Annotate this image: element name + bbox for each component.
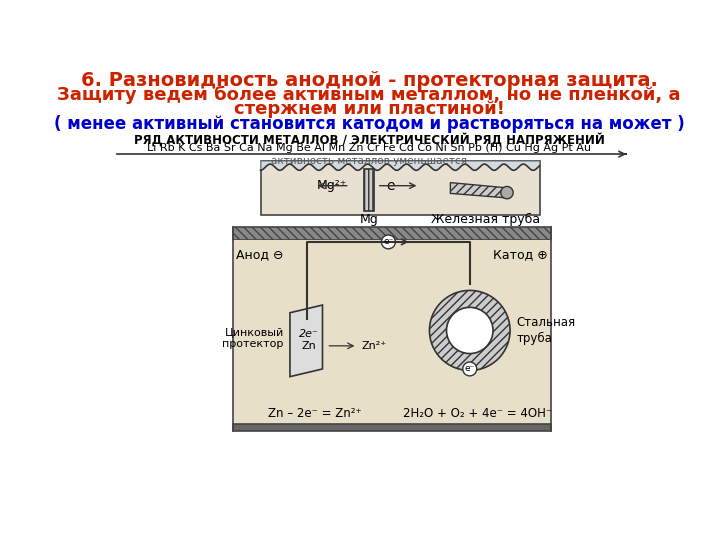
- Text: Катод ⊕: Катод ⊕: [493, 248, 548, 261]
- Text: Zn: Zn: [302, 341, 317, 351]
- Text: Li Rb K Cs Ba Sr Ca Na Mg Be Al Mn Zn Cr Fe Cd Co Ni Sn Pb (H) Cu Hg Ag Pt Au: Li Rb K Cs Ba Sr Ca Na Mg Be Al Mn Zn Cr…: [147, 143, 591, 153]
- Text: Железная труба: Железная труба: [431, 213, 540, 226]
- Circle shape: [429, 291, 510, 370]
- Text: Zn – 2e⁻ = Zn²⁺: Zn – 2e⁻ = Zn²⁺: [268, 407, 361, 420]
- Text: активность металлов уменьшается: активность металлов уменьшается: [271, 156, 467, 166]
- Text: e: e: [387, 179, 395, 193]
- Text: ( менее активный становится катодом и растворяться на может ): ( менее активный становится катодом и ра…: [53, 115, 685, 133]
- Text: 2H₂O + O₂ + 4e⁻ = 4OH⁻: 2H₂O + O₂ + 4e⁻ = 4OH⁻: [403, 407, 552, 420]
- Polygon shape: [451, 183, 508, 198]
- Text: Анод ⊖: Анод ⊖: [236, 248, 284, 261]
- Text: Защиту ведем более активным металлом, но не пленкой, а: Защиту ведем более активным металлом, но…: [58, 85, 680, 104]
- Circle shape: [500, 186, 513, 199]
- Text: Mg: Mg: [359, 213, 379, 226]
- Text: 2e⁻: 2e⁻: [300, 329, 319, 339]
- Text: стержнем или пластиной!: стержнем или пластиной!: [233, 100, 505, 118]
- Polygon shape: [261, 161, 539, 170]
- Bar: [233, 424, 551, 430]
- Polygon shape: [290, 305, 323, 377]
- Text: Цинковый
протектор: Цинковый протектор: [222, 327, 284, 349]
- Circle shape: [446, 307, 493, 354]
- Text: РЯД АКТИВНОСТИ МЕТАЛЛОВ / ЭЛЕКТРИЧЕСКИЙ РЯД НАПРЯЖЕНИЙ: РЯД АКТИВНОСТИ МЕТАЛЛОВ / ЭЛЕКТРИЧЕСКИЙ …: [134, 132, 604, 146]
- Text: 6. Разновидность анодной - протекторная защита.: 6. Разновидность анодной - протекторная …: [81, 71, 657, 90]
- Text: e⁻: e⁻: [464, 364, 475, 374]
- Polygon shape: [233, 226, 551, 240]
- Text: e⁻: e⁻: [383, 238, 394, 246]
- Bar: [261, 161, 539, 215]
- Bar: [233, 240, 551, 430]
- Circle shape: [382, 235, 395, 249]
- Text: Стальная
труба: Стальная труба: [516, 316, 575, 345]
- Circle shape: [463, 362, 477, 376]
- Bar: [364, 168, 374, 211]
- Text: Mg²⁺: Mg²⁺: [317, 179, 347, 192]
- Text: Zn²⁺: Zn²⁺: [361, 341, 387, 351]
